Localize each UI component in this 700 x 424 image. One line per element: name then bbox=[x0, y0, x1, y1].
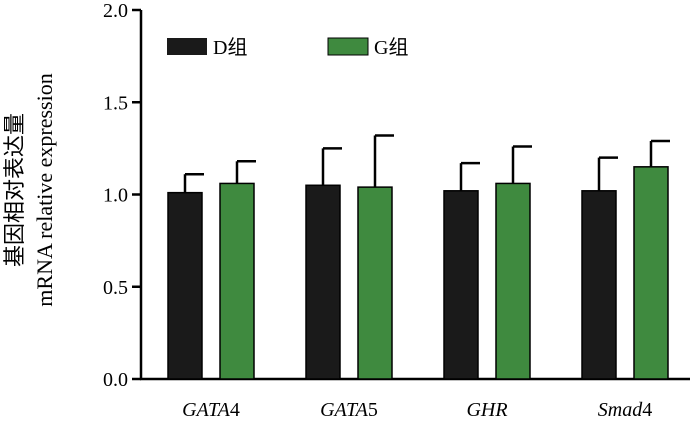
bar-1-0 bbox=[219, 182, 255, 380]
y-tick-label-1: 0.5 bbox=[103, 277, 128, 299]
bar-1-3 bbox=[633, 166, 669, 380]
bar-1-1 bbox=[357, 186, 393, 380]
legend: D组 G组 bbox=[167, 36, 408, 59]
bar-0-1 bbox=[305, 184, 341, 380]
bar-1-2 bbox=[495, 182, 531, 380]
y-tick-label-2: 1.0 bbox=[103, 185, 128, 207]
legend-label-g: G组 bbox=[374, 36, 408, 59]
x-tick-label-suffix-1: 5 bbox=[368, 399, 378, 421]
x-tick-label-italic-1: GATA bbox=[320, 399, 369, 421]
x-tick-label-italic-2: GHR bbox=[466, 399, 507, 421]
bar-0-2 bbox=[443, 190, 479, 380]
y-axis-label-cn: 基因相对表达量 bbox=[2, 113, 27, 267]
bar-0-3 bbox=[581, 190, 617, 380]
x-tick-label-suffix-0: 4 bbox=[230, 399, 240, 421]
legend-swatch-g bbox=[327, 37, 369, 56]
legend-label-d: D组 bbox=[213, 36, 247, 59]
y-tick-label-4: 2.0 bbox=[103, 0, 128, 22]
y-axis-label-en: mRNA relative expression bbox=[32, 73, 57, 306]
x-tick-label-0: GATA4 bbox=[182, 399, 240, 421]
y-tick-label-3: 1.5 bbox=[103, 92, 128, 114]
y-tick-label-0: 0.0 bbox=[103, 369, 128, 391]
x-tick-label-italic-0: GATA bbox=[182, 399, 231, 421]
x-tick-label-3: Smad4 bbox=[598, 399, 652, 421]
x-tick-label-1: GATA5 bbox=[320, 399, 378, 421]
x-tick-label-suffix-3: 4 bbox=[642, 399, 652, 421]
legend-swatch-d bbox=[167, 38, 207, 55]
x-tick-label-2: GHR bbox=[466, 399, 507, 421]
x-tick-label-italic-3: Smad bbox=[598, 399, 643, 421]
bar-0-0 bbox=[167, 191, 203, 380]
